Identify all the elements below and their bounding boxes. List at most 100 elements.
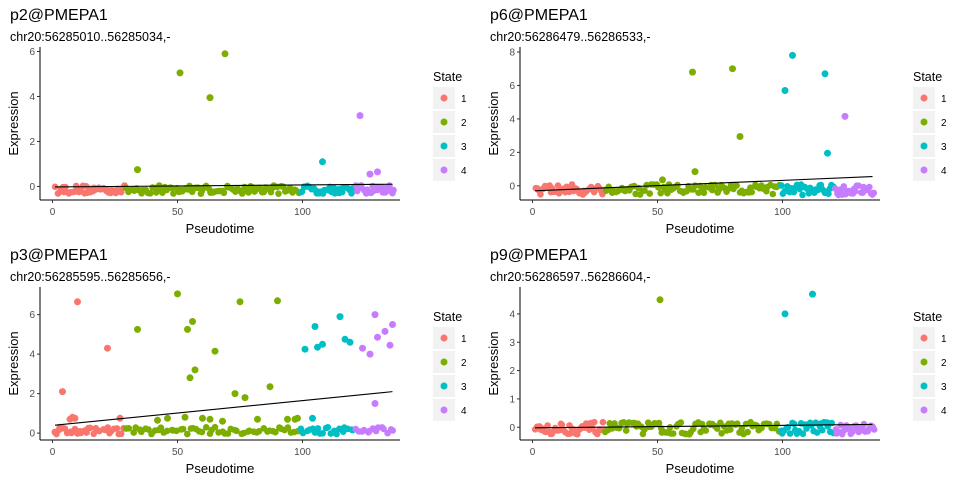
data-points [531,290,878,438]
y-axis-title: Expression [6,331,21,395]
data-point-state-2 [659,176,666,184]
data-point-state-1 [591,418,598,426]
data-point-state-2 [284,424,292,431]
data-points [51,290,397,438]
chart-subtitle: chr20:56285010..56285034,- [10,30,171,44]
data-point-state-2 [189,318,196,325]
data-point-state-2 [689,68,696,76]
data-point-state-2 [641,187,648,194]
legend-label: 1 [941,334,947,345]
data-point-state-2 [134,166,141,174]
legend: State 1 2 3 4 [433,310,467,421]
data-point-state-2 [727,426,734,433]
data-point-state-4 [866,183,873,191]
data-point-state-4 [389,321,396,328]
data-point-state-3 [821,70,829,78]
data-point-state-4 [374,333,381,341]
y-axis-title: Expression [486,331,501,395]
y-tick-label: 3 [509,338,515,349]
data-point-state-2 [238,190,246,197]
data-point-state-4 [366,350,374,358]
data-point-state-3 [790,420,798,428]
chart-panel-1: p2@PMEPA1 chr20:56285010..56285034,- 0 2 4 6 0… [6,7,467,236]
x-tick-label: 0 [530,207,536,218]
data-point-state-4 [386,341,394,349]
y-tick-label: 6 [29,47,35,58]
data-point-state-2 [157,424,165,432]
chart-title: p9@PMEPA1 [490,247,588,264]
data-point-state-4 [380,425,387,433]
data-point-state-1 [117,430,125,438]
data-point-state-2 [665,181,673,188]
legend-label: 2 [941,358,947,369]
y-tick-label: 4 [29,92,35,103]
y-tick-label: 2 [509,366,515,377]
data-point-state-2 [646,190,653,197]
data-point-state-2 [170,190,177,197]
data-point-state-4 [841,112,849,120]
data-point-state-2 [199,414,206,422]
legend-key-state-4 [440,406,448,414]
data-point-state-3 [799,430,807,438]
data-point-state-2 [769,190,777,198]
data-point-state-2 [125,425,133,432]
x-axis-title: Pseudotime [666,221,735,236]
legend-key-state-3 [920,382,928,390]
data-point-state-1 [59,388,66,396]
data-point-state-2 [254,415,261,423]
data-point-state-2 [186,374,194,382]
legend-label: 2 [461,358,467,369]
data-point-state-2 [220,189,228,197]
y-tick-label: 2 [29,389,35,400]
data-point-state-2 [738,425,746,432]
y-tick-label: 0 [29,182,35,193]
data-point-state-2 [134,325,141,333]
data-point-state-4 [371,311,379,319]
legend-title: State [913,310,942,324]
data-point-state-4 [390,186,397,194]
y-tick-label: 6 [509,81,515,92]
y-tick-label: 1 [509,394,515,405]
trend-line [534,176,873,192]
y-tick-label: 4 [29,350,35,361]
data-point-state-1 [537,191,544,198]
y-tick-label: 4 [509,309,515,320]
data-point-state-2 [236,298,244,306]
data-point-state-2 [164,414,171,422]
legend-key-state-2 [440,118,448,126]
data-point-state-3 [336,313,344,321]
data-points [532,51,878,199]
y-axis-title: Expression [6,91,21,155]
data-point-state-1 [113,425,121,432]
trend-line [534,423,873,429]
data-point-state-4 [870,426,878,433]
x-tick-label: 100 [294,447,311,458]
legend: State 1 2 3 4 [433,70,467,181]
data-point-state-1 [56,423,64,431]
x-tick-label: 0 [50,207,56,218]
data-point-state-2 [202,424,210,431]
chart-title: p6@PMEPA1 [490,7,588,24]
legend-key-state-4 [920,166,928,174]
legend-key-state-3 [440,142,448,150]
data-point-state-2 [656,296,664,304]
data-point-state-3 [311,323,319,330]
chart-subtitle: chr20:56286597..56286604,- [490,270,651,284]
data-point-state-2 [255,428,263,435]
trend-line [54,183,393,188]
data-point-state-2 [266,383,274,391]
legend-label: 4 [941,406,947,417]
legend-key-state-2 [440,358,448,366]
legend-title: State [433,70,462,84]
data-point-state-2 [691,168,699,176]
data-point-state-3 [799,191,806,199]
y-tick-label: 0 [509,181,515,192]
x-tick-label: 100 [774,207,791,218]
data-point-state-2 [622,427,630,434]
chart-title: p3@PMEPA1 [10,247,108,264]
legend-key-state-4 [920,406,928,414]
data-point-state-2 [713,425,721,432]
legend-key-state-2 [920,358,928,366]
data-point-state-2 [718,430,725,437]
